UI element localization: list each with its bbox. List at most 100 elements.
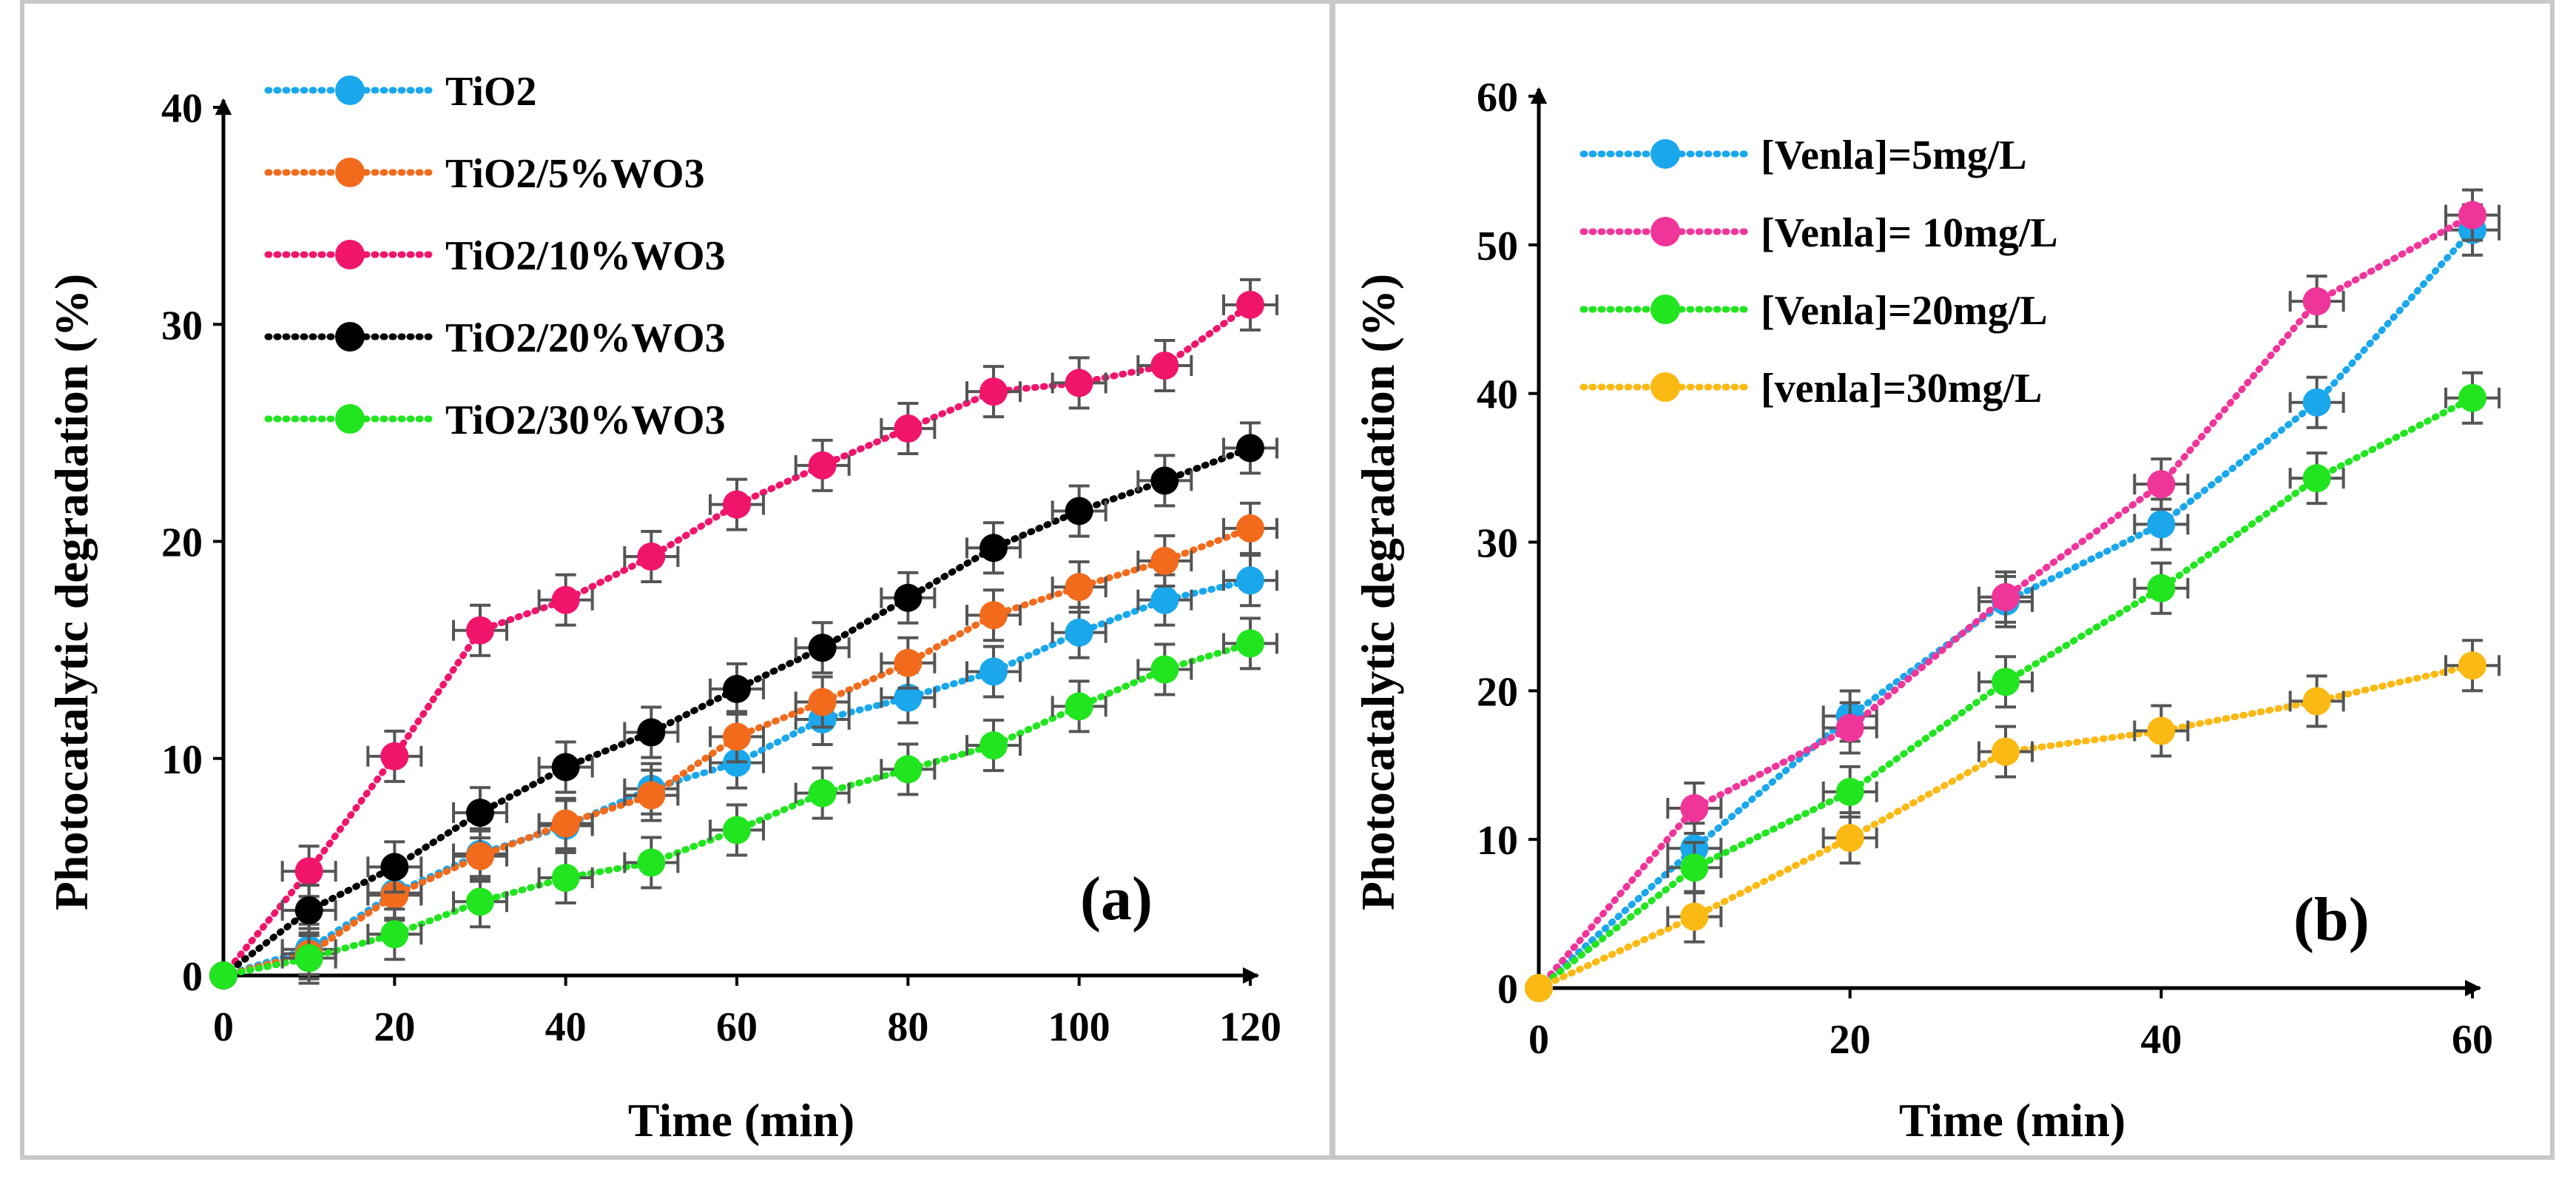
data-point bbox=[637, 543, 666, 571]
y-tick-label: 50 bbox=[1477, 224, 1518, 269]
data-point bbox=[2458, 651, 2486, 680]
legend-label: [Venla]=5mg/L bbox=[1761, 132, 2027, 178]
data-point bbox=[2302, 464, 2331, 493]
legend-label: [Venla]= 10mg/L bbox=[1761, 210, 2058, 256]
data-point bbox=[1992, 668, 2020, 696]
data-point bbox=[894, 755, 923, 784]
data-point bbox=[551, 753, 580, 782]
x-tick-label: 20 bbox=[1830, 1017, 1871, 1063]
legend-marker bbox=[335, 322, 365, 352]
legend-entry-tio2: TiO2 bbox=[264, 69, 536, 115]
data-point bbox=[980, 657, 1008, 686]
x-tick-label: 100 bbox=[1048, 1004, 1110, 1050]
legend-label: TiO2/10%WO3 bbox=[445, 233, 726, 279]
data-point bbox=[980, 534, 1008, 562]
y-tick-label: 10 bbox=[161, 737, 203, 783]
data-point bbox=[637, 848, 666, 877]
data-point bbox=[380, 881, 409, 910]
legend-entry-venla-30mg-l: [venla]=30mg/L bbox=[1579, 366, 2042, 412]
data-point bbox=[1065, 618, 1093, 647]
series-tio2-10-wo3 bbox=[209, 278, 1278, 990]
y-tick-label: 10 bbox=[1477, 818, 1518, 864]
legend-entry-venla-5mg-l: [Venla]=5mg/L bbox=[1579, 132, 2027, 178]
panel-b-frame bbox=[1331, 0, 2555, 1160]
error-bar bbox=[280, 931, 337, 985]
y-tick-label: 30 bbox=[161, 303, 203, 349]
legend-marker bbox=[1651, 217, 1680, 246]
y-tick-label: 60 bbox=[1477, 75, 1518, 121]
data-point bbox=[380, 742, 409, 770]
y-axis-label-b: Photocatalytic degradation (%) bbox=[1352, 274, 1404, 910]
data-point bbox=[380, 920, 409, 949]
x-tick-label: 0 bbox=[213, 1004, 234, 1050]
legend-b: [Venla]=5mg/L [Venla]= 10mg/L [Venla]=20mg… bbox=[1579, 132, 2058, 412]
data-point bbox=[808, 688, 837, 716]
series-tio2-30-wo3 bbox=[209, 617, 1278, 990]
data-point bbox=[808, 451, 837, 480]
legend-entry-tio2-20-wo3: TiO2/20%WO3 bbox=[264, 315, 726, 361]
x-axis-label-a: Time (min) bbox=[628, 1094, 854, 1146]
data-point bbox=[2458, 201, 2486, 229]
data-point bbox=[380, 853, 409, 881]
legend-label: TiO2/20%WO3 bbox=[445, 315, 726, 361]
data-point bbox=[808, 779, 837, 807]
y-tick-label: 40 bbox=[161, 86, 203, 132]
data-point bbox=[980, 601, 1008, 630]
data-point bbox=[466, 799, 494, 827]
legend-label: [venla]=30mg/L bbox=[1761, 366, 2042, 412]
error-bar bbox=[965, 588, 1022, 642]
data-point bbox=[1835, 777, 1864, 806]
data-point bbox=[1065, 573, 1093, 602]
series-venla-10mg-l bbox=[1525, 188, 2501, 1002]
data-point bbox=[2147, 716, 2176, 745]
data-point bbox=[894, 683, 923, 712]
data-point bbox=[294, 896, 323, 925]
data-point bbox=[1236, 434, 1264, 463]
data-point bbox=[808, 634, 837, 662]
data-point bbox=[1835, 824, 1864, 853]
data-point bbox=[723, 674, 751, 703]
data-point bbox=[551, 585, 580, 614]
data-point bbox=[466, 842, 494, 870]
x-tick-label: 60 bbox=[2452, 1017, 2493, 1063]
legend-a: TiO2 TiO2/5%WO3 TiO2/10%WO3 TiO2/20%WO3 TiO2… bbox=[264, 69, 726, 443]
data-point bbox=[1150, 655, 1179, 684]
data-point bbox=[1992, 582, 2020, 611]
legend-label: [Venla]=20mg/L bbox=[1761, 288, 2048, 334]
data-point bbox=[2147, 574, 2176, 602]
data-point bbox=[1680, 853, 1709, 882]
data-point bbox=[1150, 351, 1179, 380]
x-tick-label: 60 bbox=[716, 1004, 758, 1050]
legend-entry-tio2-30-wo3: TiO2/30%WO3 bbox=[264, 397, 726, 443]
data-point bbox=[894, 414, 923, 443]
data-point bbox=[723, 816, 751, 844]
data-point bbox=[551, 809, 580, 838]
x-axis-label-b: Time (min) bbox=[1899, 1094, 2125, 1146]
data-point bbox=[1992, 737, 2020, 766]
data-point bbox=[637, 718, 666, 747]
legend-label: TiO2/30%WO3 bbox=[445, 397, 726, 443]
y-tick-label: 40 bbox=[1477, 372, 1518, 418]
data-point bbox=[294, 857, 323, 886]
legend-marker bbox=[335, 404, 365, 434]
data-point bbox=[294, 944, 323, 973]
data-point bbox=[1150, 466, 1179, 495]
data-point bbox=[2302, 287, 2331, 316]
legend-entry-venla-10mg-l: [Venla]= 10mg/L bbox=[1579, 210, 2058, 256]
x-tick-label: 40 bbox=[545, 1004, 587, 1050]
legend-marker bbox=[335, 75, 365, 105]
legend-label: TiO2 bbox=[445, 69, 536, 115]
y-tick-label: 20 bbox=[161, 520, 203, 566]
panel-label-a: (a) bbox=[1080, 864, 1153, 933]
data-point bbox=[1835, 713, 1864, 742]
legend-label: TiO2/5%WO3 bbox=[445, 151, 705, 197]
legend-marker bbox=[335, 158, 365, 187]
data-point bbox=[980, 731, 1008, 760]
data-point bbox=[894, 648, 923, 677]
data-point bbox=[1150, 585, 1179, 614]
data-point bbox=[637, 781, 666, 810]
legend-entry-venla-20mg-l: [Venla]=20mg/L bbox=[1579, 288, 2048, 334]
legend-marker bbox=[1651, 139, 1680, 169]
y-tick-label: 30 bbox=[1477, 521, 1518, 567]
